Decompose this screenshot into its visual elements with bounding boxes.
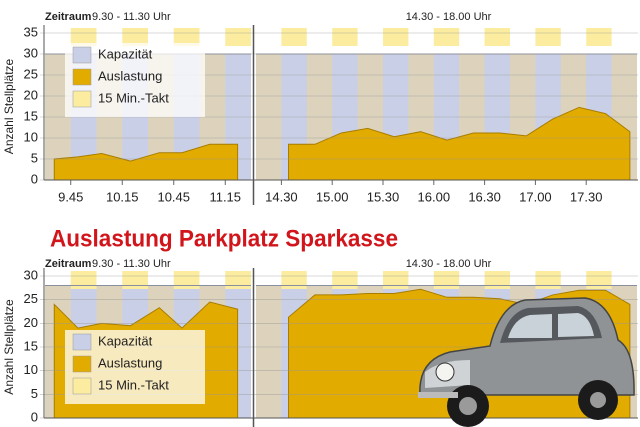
period-label: Zeitraum: [45, 11, 92, 23]
y-tick-label: 5: [31, 386, 38, 401]
x-tick-label: 16.30: [468, 189, 501, 204]
quarter-box: [433, 28, 460, 46]
quarter-box: [225, 271, 251, 289]
legend-label: 15 Min.-Takt: [98, 90, 169, 105]
period-text: 14.30 - 18.00 Uhr: [406, 258, 492, 270]
quarter-box: [173, 271, 200, 289]
legend-swatch: [72, 90, 92, 108]
y-tick-label: 10: [24, 362, 38, 377]
quarter-box: [586, 271, 612, 289]
y-tick-label: 0: [31, 171, 38, 186]
quarter-box: [281, 28, 307, 46]
chart-title: Auslastung Parkplatz Sparkasse: [50, 225, 398, 252]
y-tick-label: 25: [24, 291, 38, 306]
x-tick-label: 11.15: [209, 189, 241, 204]
quarter-box: [433, 271, 460, 289]
x-tick-label: 9.45: [58, 189, 83, 204]
y-tick-label: 10: [24, 129, 38, 144]
y-tick-label: 15: [24, 338, 38, 353]
legend-swatch: [72, 68, 92, 86]
quarter-box: [484, 271, 510, 289]
y-tick-label: 30: [24, 45, 38, 60]
legend-swatch: [72, 46, 92, 64]
y-tick-label: 25: [24, 66, 38, 81]
period-text: 9.30 - 11.30 Uhr: [92, 258, 171, 270]
x-tick-label: 14.30: [265, 189, 298, 204]
x-tick-label: 15.00: [316, 189, 349, 204]
y-tick-label: 5: [31, 150, 38, 165]
quarter-box: [383, 271, 409, 289]
quarter-box: [281, 271, 307, 289]
legend: Kapazität Auslastung 15 Min.-Takt: [65, 43, 205, 117]
legend-swatch: [72, 377, 92, 395]
y-tick-label: 35: [24, 24, 38, 39]
quarter-box: [225, 28, 251, 46]
y-tick-label: 30: [24, 267, 38, 282]
x-tick-label: 10.15: [106, 189, 139, 204]
occupancy-area: [53, 143, 239, 181]
legend-label: Auslastung: [98, 68, 162, 83]
quarter-box: [70, 271, 97, 289]
legend-label: Kapazität: [98, 333, 153, 348]
quarter-box: [70, 28, 97, 46]
y-axis-label: Anzahl Stellplätze: [2, 58, 16, 154]
legend-label: 15 Min.-Takt: [98, 377, 169, 392]
x-tick-label: 10.45: [157, 189, 190, 204]
quarter-box: [535, 28, 561, 46]
quarter-box: [122, 271, 148, 289]
y-tick-label: 20: [24, 87, 38, 102]
occupancy-area: [288, 106, 631, 181]
legend: Kapazität Auslastung 15 Min.-Takt: [65, 330, 205, 404]
period-label: Zeitraum: [45, 258, 92, 270]
car-photo: [418, 297, 635, 427]
y-tick-label: 20: [24, 315, 38, 330]
quarter-box: [332, 28, 358, 46]
quarter-box: [535, 271, 561, 289]
legend-swatch: [72, 333, 92, 351]
quarter-box: [122, 28, 148, 46]
y-tick-label: 15: [24, 108, 38, 123]
period-text: 9.30 - 11.30 Uhr: [92, 11, 171, 23]
x-tick-label: 17.30: [570, 189, 603, 204]
y-axis-label: Anzahl Stellplätze: [2, 299, 16, 395]
y-tick-label: 0: [31, 409, 38, 424]
x-tick-label: 17.00: [519, 189, 552, 204]
x-tick-label: 16.00: [418, 189, 451, 204]
stripe: [256, 285, 282, 418]
quarter-box: [332, 271, 358, 289]
quarter-box: [484, 28, 510, 46]
period-text: 14.30 - 18.00 Uhr: [406, 11, 492, 23]
legend-label: Kapazität: [98, 46, 153, 61]
legend-swatch: [72, 355, 92, 373]
quarter-box: [383, 28, 409, 46]
quarter-box: [586, 28, 612, 46]
legend-label: Auslastung: [98, 355, 162, 370]
quarter-box: [173, 28, 200, 46]
x-tick-label: 15.30: [367, 189, 400, 204]
